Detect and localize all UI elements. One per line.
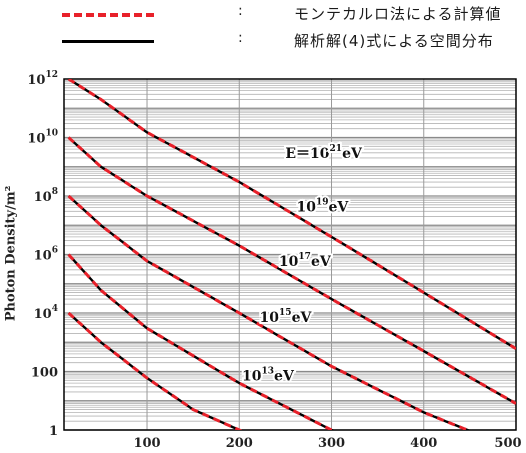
series-layer	[67, 79, 516, 430]
x-tick-label: 100	[133, 436, 160, 451]
y-tick-label: 104	[34, 304, 58, 322]
axis-ticks: 100 200 300 400 500 1012 1010 108 106 104 100 1	[27, 70, 521, 451]
legend-item-analytical: : 解析解(4)式による空間分布	[62, 30, 522, 52]
y-tick-label: 106	[34, 246, 58, 264]
legend-label-monte-carlo: モンテカルロ法による計算値	[294, 5, 502, 23]
legend-swatch-solid-black	[62, 40, 154, 43]
monte-carlo-curve-21	[67, 79, 516, 350]
y-tick-label: 1012	[27, 70, 58, 88]
analytical-curve-19	[67, 136, 516, 405]
x-tick-label: 200	[226, 436, 253, 451]
y-tick-label: 1010	[27, 129, 58, 147]
series-label-17: 1017eV	[279, 252, 332, 270]
monte-carlo-curve-17	[67, 194, 472, 430]
legend-swatch-dashed-red	[62, 13, 154, 17]
x-tick-label: 300	[318, 436, 345, 451]
legend: : モンテカルロ法による計算値 : 解析解(4)式による空間分布	[0, 0, 526, 60]
x-tick-label: 400	[410, 436, 437, 451]
legend-colon: :	[238, 3, 243, 19]
series-label-19: 1019eV	[296, 197, 349, 215]
plot-frame	[63, 78, 517, 431]
series-labels: E＝1021eV 1019eV 1017eV 1015eV 1013eV	[240, 142, 365, 386]
y-tick-label: 1	[49, 424, 58, 439]
series-label-15: 1015eV	[260, 308, 313, 326]
y-tick-label: 100	[31, 366, 58, 381]
monte-carlo-curve-13	[67, 311, 242, 430]
legend-label-analytical: 解析解(4)式による空間分布	[294, 32, 494, 50]
y-tick-label: 108	[34, 187, 58, 205]
y-axis-label: Photon Density/m²	[3, 185, 19, 322]
x-tick-label: 500	[494, 436, 521, 451]
legend-item-monte-carlo: : モンテカルロ法による計算値	[62, 3, 522, 25]
series-label-13: 1013eV	[242, 366, 295, 384]
monte-carlo-curve-19	[67, 136, 516, 405]
monte-carlo-curve-15	[67, 253, 337, 430]
series-label-21: E＝1021eV	[285, 144, 363, 162]
legend-colon: :	[238, 30, 243, 46]
